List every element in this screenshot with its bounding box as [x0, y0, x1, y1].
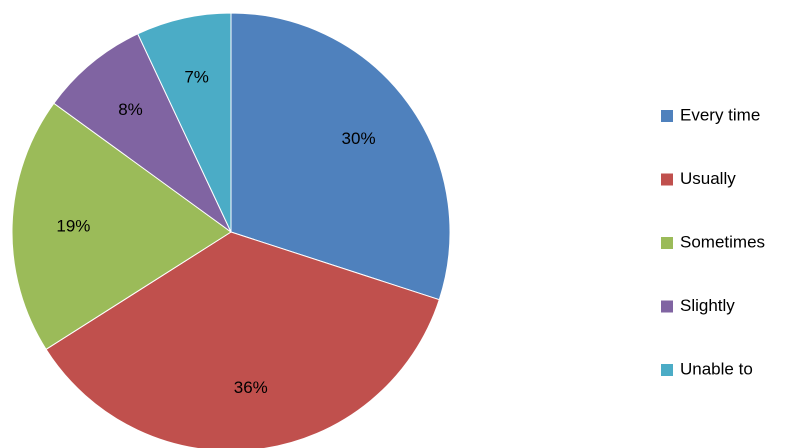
pie-slice: [53, 33, 232, 233]
legend-swatch: [661, 364, 673, 376]
legend-swatch: [661, 173, 673, 186]
legend-swatch: [661, 237, 673, 249]
pie-slice: [230, 12, 451, 301]
pie-slice: [45, 231, 440, 448]
data-label: 8%: [118, 100, 143, 119]
legend-swatch: [661, 300, 673, 313]
data-label: 19%: [56, 217, 90, 236]
legend-label: Usually: [680, 169, 736, 188]
legend-label: Sometimes: [680, 232, 765, 251]
pie-slice: [137, 12, 232, 233]
pie-slice: [11, 102, 232, 351]
legend-label: Every time: [680, 105, 760, 124]
legend-swatch: [661, 110, 673, 122]
legend-label: Slightly: [680, 296, 735, 315]
data-label: 36%: [234, 378, 268, 397]
legend-label: Unable to: [680, 359, 753, 378]
data-label: 7%: [184, 68, 209, 87]
data-label: 30%: [342, 129, 376, 148]
